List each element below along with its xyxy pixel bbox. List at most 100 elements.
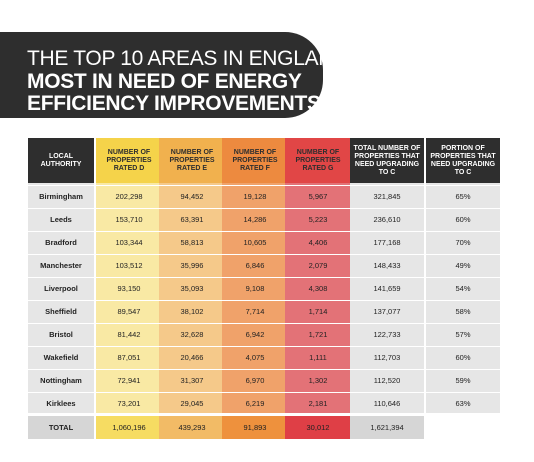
table-cell: Sheffield — [28, 300, 94, 321]
column-local-authority: LOCAL AUTHORITY Birmingham Leeds Bradford Ma… — [28, 138, 94, 439]
table-cell: 10,605 — [222, 231, 288, 252]
table-cell: 54% — [426, 277, 500, 298]
table-cell: 141,659 — [350, 277, 424, 298]
column-rated-g: NUMBER OF PROPERTIES RATED G 5,967 5,223 4,… — [285, 138, 351, 439]
table-cell: 4,308 — [285, 277, 351, 298]
column-body: 5,967 5,223 4,406 2,079 4,308 1,714 1,721 1,111… — [285, 183, 351, 413]
table-cell: 14,286 — [222, 208, 288, 229]
column-body: 202,298 153,710 103,344 103,512 93,150 89,547… — [96, 183, 162, 413]
column-header: TOTAL NUMBER OF PROPERTIES THAT NEED UPG… — [350, 138, 424, 183]
table-cell: 6,219 — [222, 392, 288, 413]
total-cell: 30,012 — [285, 416, 351, 439]
table-cell: 70% — [426, 231, 500, 252]
table-cell: 63,391 — [159, 208, 225, 229]
table-cell: 72,941 — [96, 369, 162, 390]
table-cell: 122,733 — [350, 323, 424, 344]
table-cell: 137,077 — [350, 300, 424, 321]
table-cell: Kirklees — [28, 392, 94, 413]
table-cell: 58,813 — [159, 231, 225, 252]
column-body: 321,845 236,610 177,168 148,433 141,659 137,0… — [350, 183, 424, 413]
table-cell: 49% — [426, 254, 500, 275]
table-cell: 20,466 — [159, 346, 225, 367]
table-cell: 321,845 — [350, 185, 424, 206]
table-cell: 65% — [426, 185, 500, 206]
table-cell: 112,520 — [350, 369, 424, 390]
table-cell: 7,714 — [222, 300, 288, 321]
table-cell: 93,150 — [96, 277, 162, 298]
table-cell: 177,168 — [350, 231, 424, 252]
table-cell: 89,547 — [96, 300, 162, 321]
table-cell: 57% — [426, 323, 500, 344]
table-cell: 1,721 — [285, 323, 351, 344]
title-banner — [0, 32, 323, 118]
title-line-3: EFFICIENCY IMPROVEMENTS — [27, 92, 321, 115]
total-cell: 1,060,196 — [96, 416, 162, 439]
table-cell: Bristol — [28, 323, 94, 344]
table-cell: 6,970 — [222, 369, 288, 390]
table-cell: 9,108 — [222, 277, 288, 298]
column-portion-upgrade: PORTION OF PROPERTIES THAT NEED UPGRADIN… — [426, 138, 500, 415]
table-cell: 103,344 — [96, 231, 162, 252]
total-cell: 1,621,394 — [350, 416, 424, 439]
table-cell: 58% — [426, 300, 500, 321]
table-cell: 1,302 — [285, 369, 351, 390]
column-total-upgrade: TOTAL NUMBER OF PROPERTIES THAT NEED UPG… — [350, 138, 424, 439]
table-cell: 153,710 — [96, 208, 162, 229]
table-cell: 4,406 — [285, 231, 351, 252]
column-body: 94,452 63,391 58,813 35,996 35,093 38,102 32,6… — [159, 183, 225, 413]
table-cell: Manchester — [28, 254, 94, 275]
total-cell: TOTAL — [28, 416, 94, 439]
table-cell: 6,942 — [222, 323, 288, 344]
column-rated-e: NUMBER OF PROPERTIES RATED E 94,452 63,391… — [159, 138, 225, 439]
table-cell: 110,646 — [350, 392, 424, 413]
table-cell: 31,307 — [159, 369, 225, 390]
table-cell: 4,075 — [222, 346, 288, 367]
table-cell: 35,996 — [159, 254, 225, 275]
table-cell: 103,512 — [96, 254, 162, 275]
table-cell: Wakefield — [28, 346, 94, 367]
table-cell: 19,128 — [222, 185, 288, 206]
column-body: 19,128 14,286 10,605 6,846 9,108 7,714 6,942 4,… — [222, 183, 288, 413]
table-cell: 63% — [426, 392, 500, 413]
title-line-2: MOST IN NEED OF ENERGY — [27, 70, 302, 93]
column-body: 65% 60% 70% 49% 54% 58% 57% 60% 59% 63% — [426, 183, 500, 413]
table-cell: 81,442 — [96, 323, 162, 344]
table-cell: 148,433 — [350, 254, 424, 275]
table-cell: 1,111 — [285, 346, 351, 367]
table-cell: Leeds — [28, 208, 94, 229]
column-body: Birmingham Leeds Bradford Manchester Liverpo… — [28, 183, 94, 413]
table-cell: 202,298 — [96, 185, 162, 206]
table-cell: 94,452 — [159, 185, 225, 206]
column-header: NUMBER OF PROPERTIES RATED G — [285, 138, 351, 183]
total-cell: 439,293 — [159, 416, 225, 439]
table-cell: Bradford — [28, 231, 94, 252]
table-cell: Birmingham — [28, 185, 94, 206]
table-cell: 35,093 — [159, 277, 225, 298]
table-cell: 59% — [426, 369, 500, 390]
column-header: PORTION OF PROPERTIES THAT NEED UPGRADIN… — [426, 138, 500, 183]
table-cell: 87,051 — [96, 346, 162, 367]
column-header: NUMBER OF PROPERTIES RATED D — [96, 138, 162, 183]
table-cell: 2,181 — [285, 392, 351, 413]
table-cell: Liverpool — [28, 277, 94, 298]
column-header: NUMBER OF PROPERTIES RATED F — [222, 138, 288, 183]
table-cell: 38,102 — [159, 300, 225, 321]
table-cell: 60% — [426, 346, 500, 367]
column-header: NUMBER OF PROPERTIES RATED E — [159, 138, 225, 183]
table-cell: 5,967 — [285, 185, 351, 206]
table-cell: 2,079 — [285, 254, 351, 275]
table-cell: 112,703 — [350, 346, 424, 367]
table-cell: Nottingham — [28, 369, 94, 390]
table-cell: 29,045 — [159, 392, 225, 413]
table-cell: 5,223 — [285, 208, 351, 229]
total-cell: 91,893 — [222, 416, 288, 439]
column-rated-f: NUMBER OF PROPERTIES RATED F 19,128 14,286… — [222, 138, 288, 439]
table-cell: 236,610 — [350, 208, 424, 229]
table-cell: 73,201 — [96, 392, 162, 413]
column-rated-d: NUMBER OF PROPERTIES RATED D 202,298 153,7… — [96, 138, 162, 439]
table-cell: 6,846 — [222, 254, 288, 275]
table-cell: 32,628 — [159, 323, 225, 344]
title-line-1: THE TOP 10 AREAS IN ENGLAND — [27, 47, 349, 70]
column-header: LOCAL AUTHORITY — [28, 138, 94, 183]
table-cell: 60% — [426, 208, 500, 229]
